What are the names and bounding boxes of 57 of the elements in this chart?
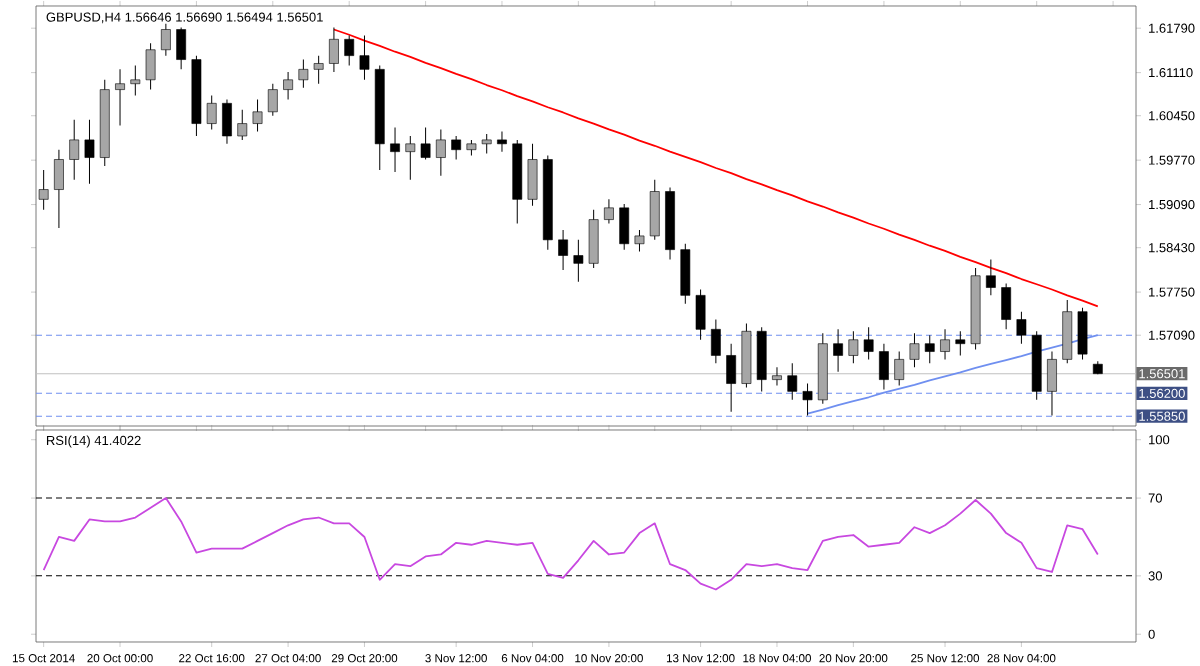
candlestick <box>206 94 217 130</box>
candlestick <box>115 68 125 127</box>
candlestick <box>726 343 737 413</box>
candlestick <box>313 55 324 85</box>
candlestick <box>924 334 935 364</box>
candlestick <box>38 169 49 211</box>
candlestick <box>955 330 966 356</box>
candlestick <box>283 71 293 100</box>
candlestick <box>252 98 263 132</box>
candlestick <box>267 83 278 117</box>
candlestick <box>985 258 996 296</box>
candlestick <box>69 119 80 181</box>
candlestick <box>237 109 248 141</box>
candlestick <box>1001 283 1012 330</box>
candlestick <box>145 42 156 91</box>
candlestick <box>787 362 798 401</box>
candlestick <box>848 330 859 364</box>
candlestick <box>1047 351 1057 417</box>
candlestick <box>680 243 691 305</box>
candlestick <box>558 229 568 271</box>
candlestick <box>390 126 400 173</box>
candlestick <box>863 326 874 360</box>
candlestick <box>130 64 141 96</box>
candlestick <box>54 149 64 229</box>
candlestick <box>329 27 339 73</box>
candlestick <box>451 135 462 160</box>
candlestick <box>298 59 309 89</box>
candlestick <box>481 133 492 155</box>
candlestick <box>894 351 905 386</box>
candlestick <box>588 209 599 269</box>
candlestick <box>695 288 706 341</box>
candlestick <box>772 366 782 386</box>
candlestick <box>909 332 920 368</box>
candlestick <box>435 128 446 177</box>
candlestick <box>1077 307 1088 360</box>
candlestick <box>176 27 187 70</box>
candlestick <box>84 119 95 185</box>
candlestick <box>359 34 370 81</box>
candlestick <box>940 328 950 360</box>
candlestick <box>527 143 538 207</box>
candlestick <box>802 383 813 417</box>
candlestick <box>344 34 355 66</box>
candlestick <box>160 23 171 57</box>
candlestick <box>420 126 431 160</box>
candlestick <box>405 135 416 181</box>
candlestick <box>1016 311 1027 345</box>
candlestick <box>222 98 232 145</box>
candlestick <box>833 328 843 373</box>
candlestick <box>649 179 660 241</box>
candlestick <box>634 229 645 253</box>
candlestick <box>879 343 889 390</box>
candlestick <box>573 239 584 283</box>
candlestick <box>1062 299 1073 364</box>
candlestick <box>710 319 721 364</box>
candlestick <box>604 198 614 224</box>
candlestick <box>497 130 507 153</box>
candlestick <box>619 203 630 251</box>
